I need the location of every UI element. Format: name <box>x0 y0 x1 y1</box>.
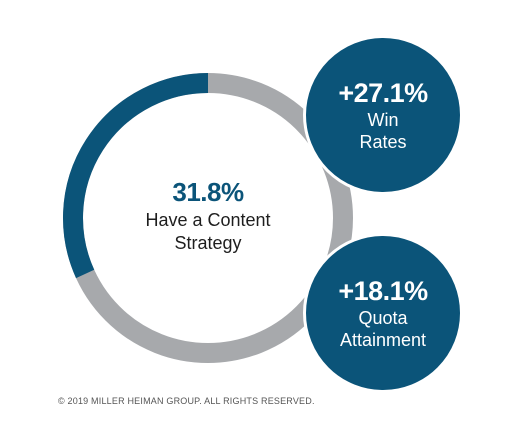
win-rates-label-line1: Win <box>367 110 399 130</box>
donut-center-value: 31.8% <box>172 177 244 207</box>
copyright-text: © 2019 MILLER HEIMAN GROUP. ALL RIGHTS R… <box>58 396 315 406</box>
win-rates-value: +27.1% <box>338 78 428 108</box>
quota-attainment-label-line1: Quota <box>358 308 408 328</box>
quota-attainment-value: +18.1% <box>338 276 428 306</box>
quota-attainment-label-line2: Attainment <box>339 330 427 350</box>
donut-value-arc <box>63 73 209 279</box>
quota-attainment-stat-circle: +18.1% Quota Attainment <box>303 233 463 393</box>
donut-center-label-line2: Strategy <box>174 233 242 253</box>
donut-center-label-line1: Have a Content <box>145 210 271 230</box>
win-rates-stat-circle: +27.1% Win Rates <box>303 35 463 195</box>
win-rates-label-line2: Rates <box>359 132 407 152</box>
